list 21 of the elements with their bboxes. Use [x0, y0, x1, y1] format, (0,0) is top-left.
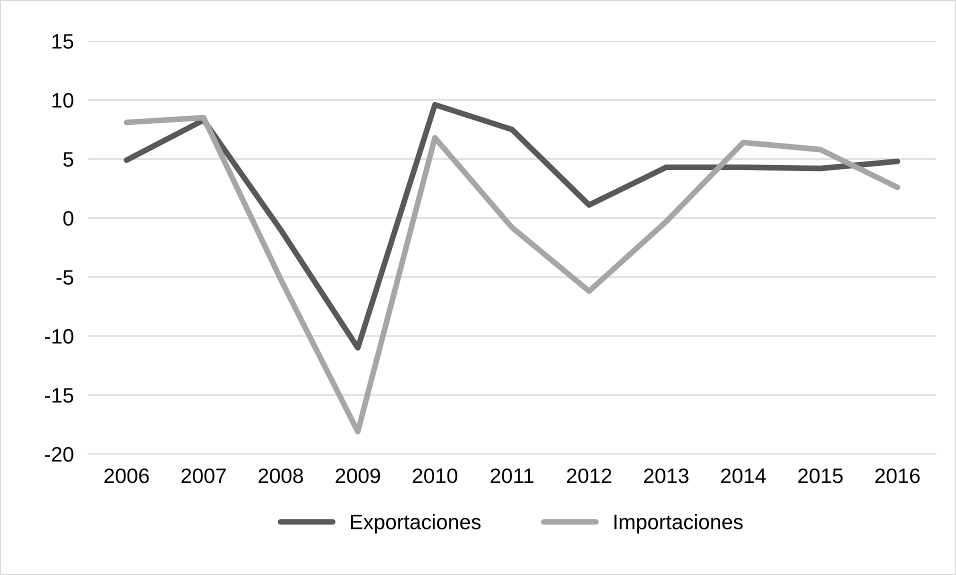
x-tick-label: 2007: [182, 468, 226, 484]
legend-label: Importaciones: [614, 514, 743, 534]
y-tick-label: -20: [44, 447, 74, 462]
y-tick-label: 0: [63, 211, 74, 226]
x-tick-label: 2009: [336, 468, 380, 484]
y-tick-label: -10: [44, 329, 74, 344]
y-tick-label: -5: [56, 270, 74, 285]
y-tick-label: 5: [63, 152, 74, 167]
y-tick-label: -15: [44, 388, 74, 403]
x-tick-label: 2012: [566, 468, 612, 484]
x-tick-label: 2006: [104, 468, 149, 484]
x-tick-label: 2014: [721, 468, 766, 484]
y-tick-label: 15: [52, 34, 74, 49]
legend-label: Exportaciones: [351, 514, 481, 534]
y-tick-label: 10: [52, 93, 74, 108]
x-tick-label: 2013: [644, 468, 688, 484]
x-tick-label: 2016: [875, 468, 920, 484]
x-tick-label: 2010: [412, 468, 458, 484]
x-tick-label: 2015: [798, 468, 843, 484]
x-tick-label: 2008: [258, 468, 303, 484]
x-tick-label: 2011: [490, 468, 534, 484]
